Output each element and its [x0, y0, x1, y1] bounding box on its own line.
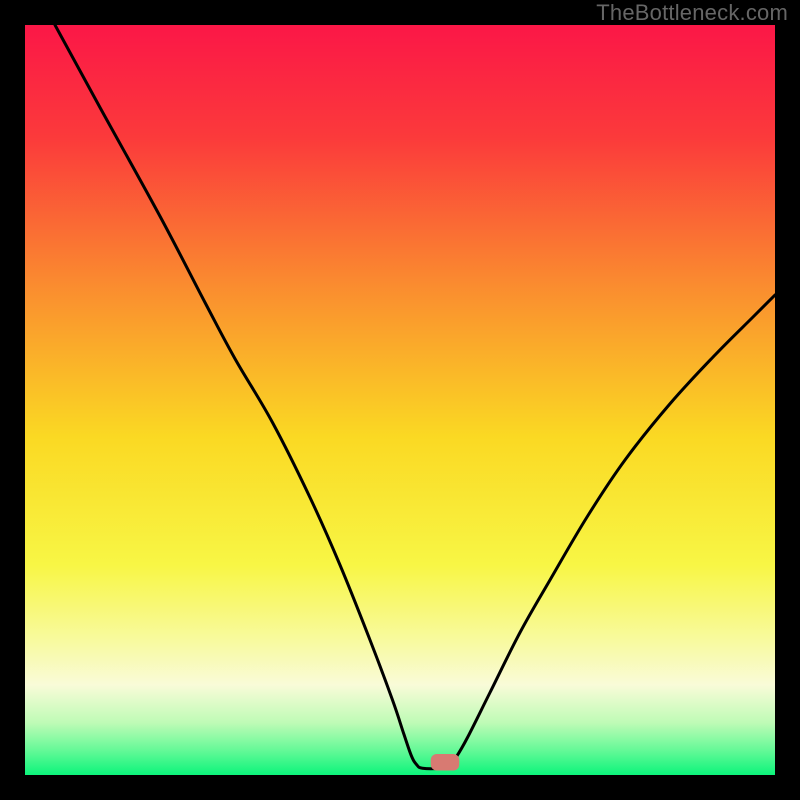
watermark-text: TheBottleneck.com	[596, 0, 788, 26]
chart-canvas: TheBottleneck.com	[0, 0, 800, 800]
plot-area	[25, 25, 775, 775]
plot-background	[25, 25, 775, 775]
plot-svg	[25, 25, 775, 775]
optimal-point-marker	[431, 754, 460, 771]
plot-outer-frame	[0, 0, 800, 800]
